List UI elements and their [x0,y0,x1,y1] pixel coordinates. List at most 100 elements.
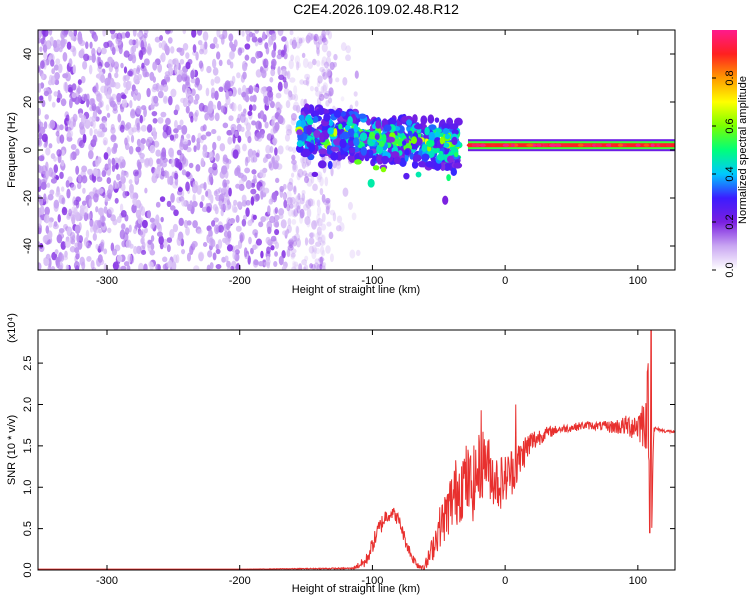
spectrogram-cell [60,253,65,262]
spectrogram-cell [250,196,255,206]
spectrogram-cell [236,201,243,209]
spectrogram-cell [38,107,41,116]
spectrogram-cell [244,156,249,167]
spectrogram-cell [38,262,42,270]
spectrogram-cell [222,237,229,244]
spectrogram-cell [123,50,130,58]
x-tick-label: 100 [629,575,647,587]
spectrogram-cell [162,130,169,139]
spectrogram-cell [237,113,241,122]
spectrogram-cell [132,197,138,205]
spectrogram-cell [260,216,266,223]
spectrogram-cell [107,207,114,215]
spectrogram-cell [300,98,305,107]
spectrogram-cell [443,142,450,148]
spectrogram-cell [321,235,325,244]
spectrogram-cell [81,200,87,206]
spectrogram-cell [53,221,58,227]
spectrogram-cell [92,187,97,195]
spectrogram-cell [164,71,171,77]
spectrogram-cell [319,256,323,267]
spectrogram-cell [299,197,305,205]
spectrogram-cell [251,120,257,126]
spectrogram-cell [97,65,103,73]
spectrogram-cell [293,208,299,217]
spectrogram-cell [79,126,86,136]
spectrogram-cell [50,266,56,270]
spectrogram-cell [38,123,41,134]
spectrogram-cell [204,112,209,121]
spectrogram-cell [241,194,247,203]
spectrogram-cell [191,88,196,97]
spectrogram-cell [329,61,335,71]
spectrogram-cell [76,233,80,243]
spectrogram-cell [329,253,334,263]
spectrogram-cell [112,108,118,114]
spectrogram-cell [67,87,74,93]
spectrogram-cell [170,205,176,211]
spectrogram-cell [202,241,208,248]
spectrogram-cell [78,49,85,59]
spectrogram-cell [188,162,194,169]
spectrogram-cell [262,157,267,164]
spectrogram-cell [252,244,257,251]
spectrogram-cell [321,212,326,223]
spectrogram-cell [157,90,164,99]
spectrogram-cell [52,40,58,49]
spectrogram-cell [123,261,130,267]
spectrogram-cell [322,265,326,270]
spectrogram-cell [150,235,155,242]
spectrogram-cell [59,134,65,144]
spectrogram-cell [160,111,167,118]
spectrogram-cell [130,108,136,117]
spectrogram-cell [151,174,158,184]
spectrogram-cell [104,61,110,68]
spectrogram-cell [120,210,127,218]
spectrogram-cell [96,56,100,66]
spectrogram-cell [66,188,71,199]
spectrogram-cell [88,198,93,208]
spectrogram-cell [44,114,49,120]
spectrogram-cell [218,86,224,93]
spectrogram-cell [313,35,318,45]
spectrogram-cell [273,214,280,221]
tone-peak [635,143,641,147]
spectrogram-cell [79,40,86,47]
spectrogram-cell [190,78,197,84]
spectrogram-cell [38,137,41,146]
spectrogram-cell [236,72,241,79]
spectrogram-cell [295,201,301,210]
spectrogram-cell [326,145,332,152]
spectrogram-cell [255,120,262,130]
spectrogram-cell [240,74,245,83]
y-tick-label: 20 [22,96,34,108]
spectrogram-cell [321,194,326,203]
spectrogram-cell [70,214,76,224]
spectrogram-cell [297,168,304,178]
spectrogram-cell [89,127,93,137]
spectrogram-cell [325,199,331,210]
spectrogram-cell [440,162,446,171]
spectrogram-cell [62,52,68,62]
spectrogram-cell [128,126,134,136]
spectrogram-cell [40,37,45,45]
spectrogram-cell [318,160,327,169]
spectrogram-cell [260,130,265,139]
spectrogram-cell [95,206,99,213]
spectrogram-cell [411,136,418,145]
spectrogram-cell [48,143,53,149]
spectrogram-cell [155,168,160,175]
spectrogram-cell [285,44,290,54]
spectrogram-cell [241,218,247,227]
spectrogram-cell [237,135,242,143]
spectrogram-cell [253,86,260,93]
spectrogram-cell [138,203,143,212]
spectrogram-cell [139,114,143,124]
spectrogram-cell [63,30,69,35]
spectrogram-cell [125,31,131,39]
spectrogram-cell [160,167,165,176]
colorbar-label: Normalized spectral amplitude [737,76,749,224]
spectrogram-cell [383,124,392,132]
spectrogram-cell [247,135,252,144]
spectrogram-cell [115,38,122,46]
